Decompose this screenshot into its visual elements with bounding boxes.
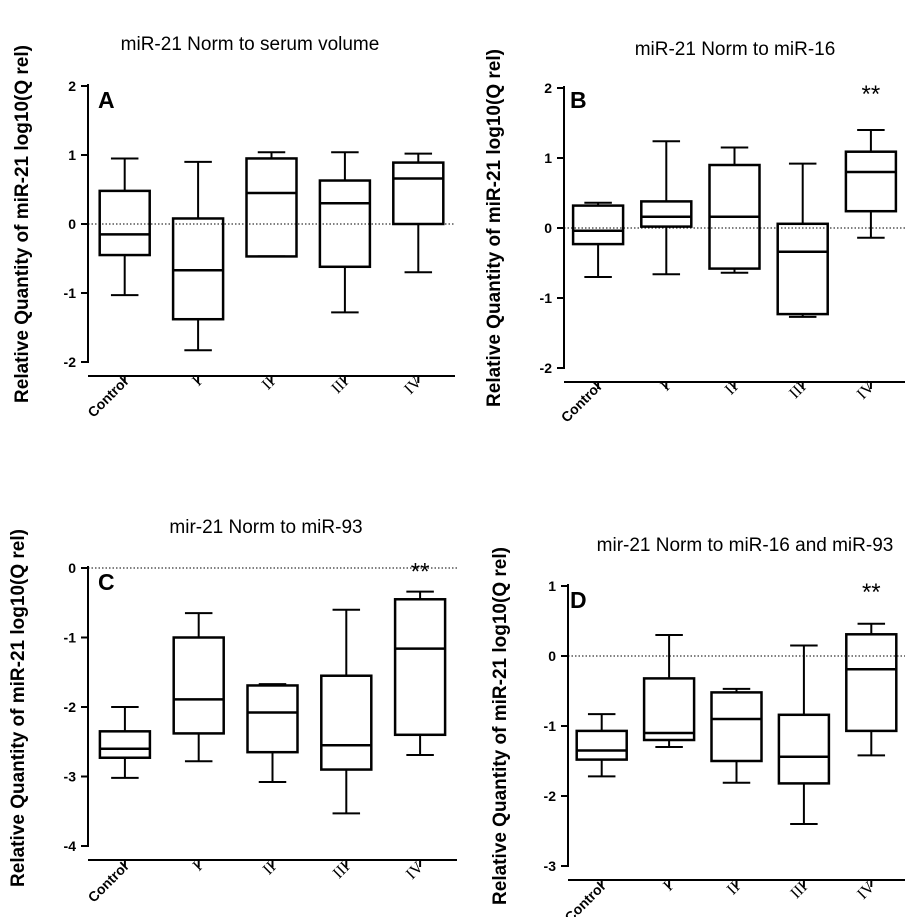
y-tick-label: -2 — [64, 699, 77, 715]
box-iqr — [844, 150, 898, 213]
box-iqr — [246, 684, 299, 754]
y-tick-label: 0 — [68, 560, 76, 576]
box-iv — [393, 590, 447, 756]
box-iqr — [171, 217, 225, 321]
category-label: II — [260, 859, 280, 879]
category-label: I — [660, 879, 676, 895]
box-iii — [776, 162, 829, 318]
chart-panel-b: miR-21 Norm to miR-16 Relative Quantity o… — [484, 39, 905, 425]
box-iqr — [172, 636, 225, 735]
y-tick-label: 2 — [68, 78, 76, 94]
box-i — [171, 160, 225, 352]
significance-marker: ** — [862, 81, 881, 108]
y-axis-label: Relative Quantity of miR-21 log10(Q rel) — [12, 45, 33, 403]
panel-label: B — [570, 87, 587, 113]
box-iv — [392, 152, 445, 274]
box-control — [575, 713, 628, 778]
category-label: III — [787, 879, 810, 902]
category-label: II — [724, 879, 744, 899]
y-tick-label: -2 — [544, 788, 557, 804]
box-control — [571, 201, 625, 278]
box-i — [642, 634, 696, 748]
y-tick-label: 1 — [68, 147, 76, 163]
category-label: Control — [561, 879, 608, 917]
box-iii — [318, 151, 372, 314]
box-iqr — [571, 204, 625, 246]
box-iii — [777, 644, 831, 825]
box-iv — [844, 129, 898, 239]
category-label: I — [190, 859, 206, 875]
box-iqr — [245, 157, 298, 258]
box-ii — [245, 151, 298, 258]
category-label: Control — [84, 374, 131, 421]
y-tick-label: 1 — [548, 578, 556, 594]
y-tick-label: 0 — [544, 220, 552, 236]
y-tick-label: 2 — [544, 80, 552, 96]
box-iii — [320, 608, 373, 815]
box-iqr — [320, 674, 373, 771]
category-label: IV — [854, 878, 878, 902]
significance-marker: ** — [862, 579, 881, 606]
box-control — [98, 157, 151, 297]
category-label: Control — [85, 859, 132, 906]
box-iv — [845, 622, 898, 757]
y-tick-label: -4 — [64, 838, 77, 854]
panel-title: miR-21 Norm to serum volume — [121, 34, 380, 55]
box-i — [172, 612, 225, 763]
box-ii — [246, 683, 299, 784]
panel-title: mir-21 Norm to miR-93 — [169, 517, 362, 538]
y-tick-label: -1 — [64, 630, 77, 646]
box-iqr — [776, 222, 829, 316]
y-tick-label: 1 — [544, 150, 552, 166]
y-axis-label: Relative Quantity of miR-21 log10(Q rel) — [490, 547, 511, 905]
y-tick-label: -3 — [544, 858, 557, 874]
significance-marker: ** — [411, 559, 430, 586]
box-iqr — [642, 677, 696, 742]
y-tick-label: -1 — [540, 290, 553, 306]
box-i — [640, 140, 693, 276]
y-axis-label: Relative Quantity of miR-21 log10(Q rel) — [8, 529, 29, 887]
panel-label: D — [570, 587, 587, 613]
y-tick-label: -2 — [64, 354, 77, 370]
box-ii — [708, 146, 761, 274]
category-label: III — [330, 859, 353, 882]
panel-title: mir-21 Norm to miR-16 and miR-93 — [597, 535, 894, 556]
box-iqr — [393, 598, 447, 737]
box-iqr — [710, 691, 763, 763]
chart-panel-a: miR-21 Norm to serum volume Relative Quan… — [12, 34, 455, 420]
panel-label: A — [98, 87, 115, 113]
box-iqr — [318, 179, 372, 269]
panel-label: C — [98, 569, 115, 595]
y-tick-label: 0 — [68, 216, 76, 232]
box-iqr — [640, 200, 693, 228]
box-iqr — [845, 633, 898, 733]
panel-title: miR-21 Norm to miR-16 — [635, 39, 836, 60]
chart-panel-c: mir-21 Norm to miR-93 Relative Quantity o… — [8, 517, 457, 905]
chart-panel-d: mir-21 Norm to miR-16 and miR-93 Relative… — [490, 535, 905, 917]
category-label: IV — [401, 373, 425, 397]
box-ii — [710, 687, 763, 784]
y-tick-label: -1 — [64, 285, 77, 301]
category-label: IV — [403, 858, 427, 882]
box-iqr — [98, 189, 151, 257]
box-iqr — [392, 161, 445, 226]
category-label: III — [328, 374, 351, 397]
category-label: Control — [558, 379, 605, 426]
y-tick-label: -2 — [540, 360, 553, 376]
y-tick-label: -1 — [544, 718, 557, 734]
box-iqr — [575, 729, 628, 761]
y-tick-label: 0 — [548, 648, 556, 664]
y-tick-label: -3 — [64, 769, 77, 785]
y-axis-label: Relative Quantity of miR-21 log10(Q rel) — [484, 49, 505, 407]
box-control — [98, 706, 152, 779]
box-iqr — [98, 730, 152, 759]
box-iqr — [777, 713, 831, 785]
